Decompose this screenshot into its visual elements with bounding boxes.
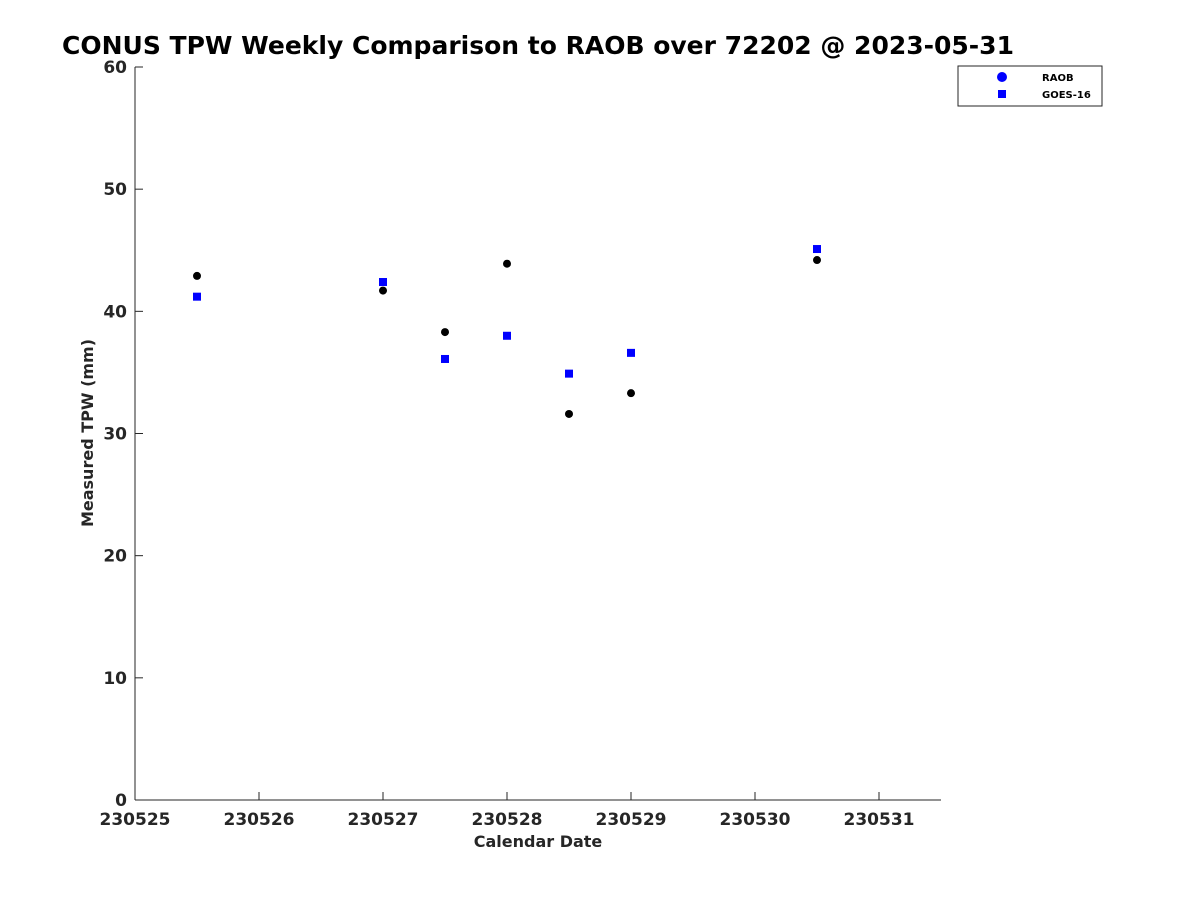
legend: RAOB GOES-16 <box>957 65 1103 107</box>
goes16-point <box>565 369 573 378</box>
raob-point <box>813 256 821 265</box>
y-tick-label: 50 <box>103 180 127 200</box>
goes16-point <box>193 292 201 301</box>
y-tick-label: 30 <box>103 425 127 445</box>
y-axis-label: Measured TPW (mm) <box>78 339 97 527</box>
legend-marker-goes16 <box>998 90 1006 98</box>
legend-box <box>957 65 1103 107</box>
goes16-point <box>813 245 821 254</box>
x-tick-label: 230531 <box>844 810 915 830</box>
legend-label: GOES-16 <box>1042 90 1091 101</box>
legend-label: RAOB <box>1042 73 1074 84</box>
x-tick-label: 230530 <box>720 810 791 830</box>
goes16-point <box>441 354 449 363</box>
goes16-point <box>627 348 635 357</box>
x-tick-label: 230526 <box>224 810 295 830</box>
plot-area: 0 10 20 30 40 50 60 230525 230526 230527 230528 230… <box>100 58 941 830</box>
raob-point <box>565 409 573 418</box>
x-tick-label: 230525 <box>100 810 171 830</box>
chart-title: CONUS TPW Weekly Comparison to RAOB over… <box>62 31 1014 60</box>
x-axis-label: Calendar Date <box>474 832 603 851</box>
raob-point <box>441 328 449 337</box>
legend-marker-raob <box>997 72 1007 82</box>
y-tick-label: 60 <box>103 58 127 78</box>
y-tick-label: 20 <box>103 547 127 567</box>
x-tick-label: 230528 <box>472 810 543 830</box>
y-tick-label: 0 <box>115 791 127 811</box>
x-tick-label: 230527 <box>348 810 419 830</box>
goes16-point <box>379 278 387 287</box>
goes16-point <box>503 331 511 340</box>
x-tick-label: 230529 <box>596 810 667 830</box>
raob-point <box>627 389 635 398</box>
raob-point <box>379 286 387 295</box>
y-tick-label: 40 <box>103 302 127 322</box>
y-tick-label: 10 <box>103 669 127 689</box>
raob-point <box>193 271 201 280</box>
raob-point <box>503 259 511 268</box>
